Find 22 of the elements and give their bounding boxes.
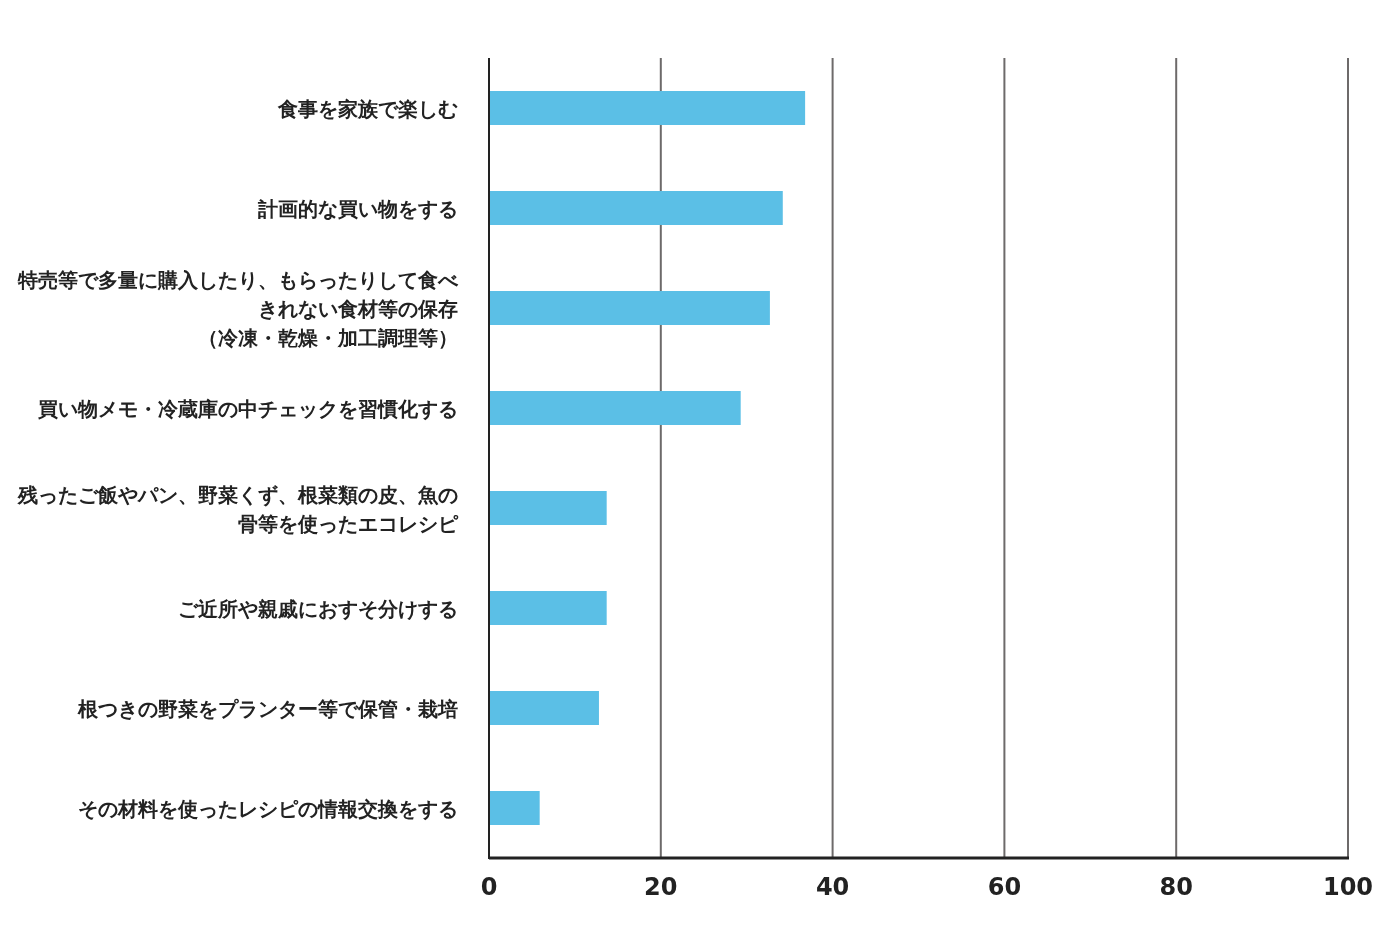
bar [489,691,599,725]
bar [489,391,741,425]
bar [489,591,607,625]
y-tick-label: 特売等で多量に購入したり、もらったりして食べきれない食材等の保存（冷凍・乾燥・加工調理等） [17,268,459,350]
y-tick-label: 計画的な買い物をする [257,197,458,221]
y-tick-label: 残ったご飯やパン、野菜くず、根菜類の皮、魚の骨等を使ったエコレシピ [17,482,459,536]
x-tick-label: 0 [480,873,498,901]
bar [489,91,806,125]
x-tick-label: 60 [987,873,1022,901]
y-tick-label: 買い物メモ・冷蔵庫の中チェックを習慣化する [37,397,458,421]
x-tick-label: 100 [1322,873,1374,901]
x-tick-label: 80 [1159,873,1193,901]
x-tick-label: 40 [815,873,850,901]
y-tick-label: その材料を使ったレシピの情報交換をする [78,797,458,821]
y-tick-label: 食事を家族で楽しむ [277,97,458,121]
bar [489,291,770,325]
bar [489,191,783,225]
bar [489,491,607,525]
bar [489,791,540,825]
y-tick-label: ご近所や親戚におすそ分けする [178,597,458,621]
x-tick-label: 20 [644,873,678,901]
y-tick-label: 根つきの野菜をプランター等で保管・栽培 [77,697,458,721]
